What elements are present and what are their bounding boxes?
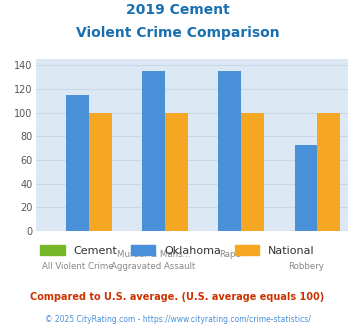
Bar [317, 113, 340, 231]
Text: Robbery: Robbery [288, 262, 324, 271]
Bar [165, 113, 188, 231]
Bar [142, 71, 165, 231]
Text: Compared to U.S. average. (U.S. average equals 100): Compared to U.S. average. (U.S. average … [31, 292, 324, 302]
Text: Murder & Mans...: Murder & Mans... [117, 250, 190, 259]
Bar [295, 145, 317, 231]
Text: Aggravated Assault: Aggravated Assault [111, 262, 196, 271]
Text: Violent Crime Comparison: Violent Crime Comparison [76, 26, 279, 40]
Bar [218, 71, 241, 231]
Text: 2019 Cement: 2019 Cement [126, 3, 229, 17]
Legend: Cement, Oklahoma, National: Cement, Oklahoma, National [36, 241, 319, 260]
Text: All Violent Crime: All Violent Crime [42, 262, 113, 271]
Text: © 2025 CityRating.com - https://www.cityrating.com/crime-statistics/: © 2025 CityRating.com - https://www.city… [45, 315, 310, 324]
Text: Rape: Rape [219, 250, 241, 259]
Bar [66, 95, 89, 231]
Bar [241, 113, 264, 231]
Bar [89, 113, 112, 231]
